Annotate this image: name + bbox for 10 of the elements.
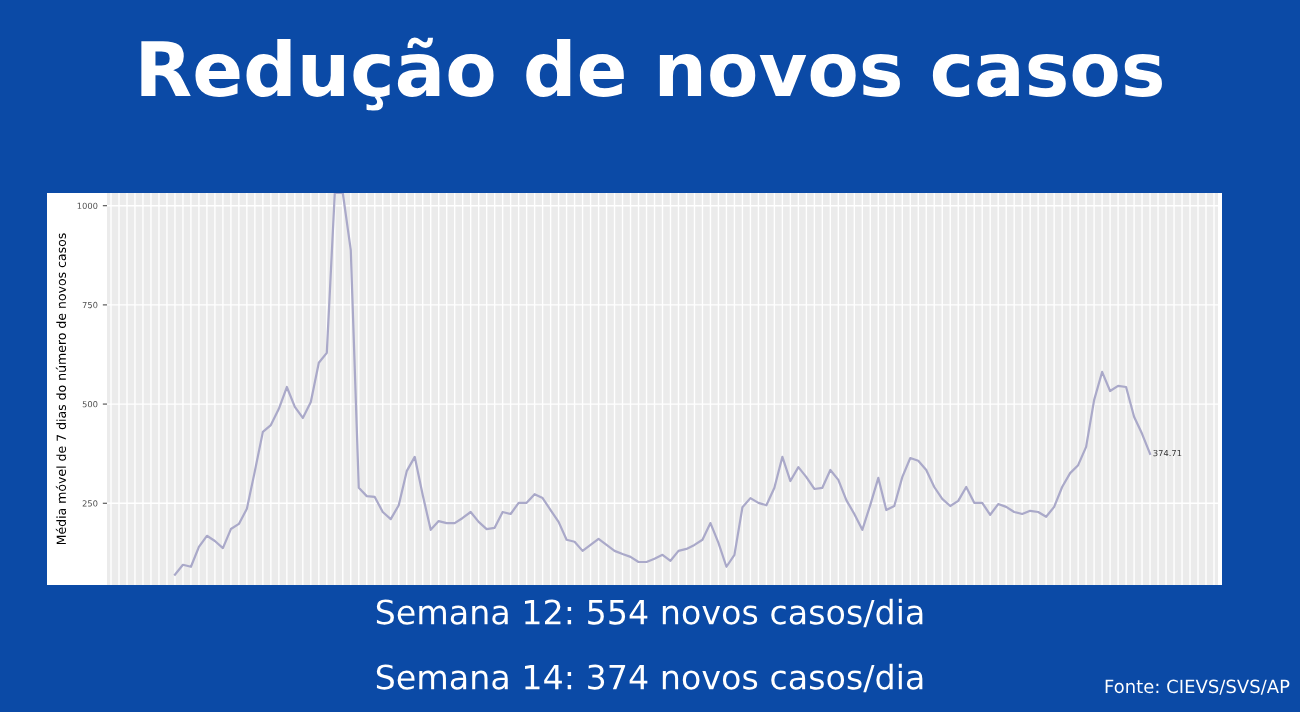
text: Semana 14: 374 novos casos/dia <box>376 663 923 693</box>
y-tick-label: 1000 <box>77 202 98 209</box>
source-note: Fonte: CIEVS/SVS/AP <box>1105 679 1290 695</box>
y-tick-label: 250 <box>82 500 98 507</box>
data-label: 374.71 <box>1153 449 1182 457</box>
chart-title: Redução de novos casos <box>141 37 1162 111</box>
y-axis-title: Média móvel de 7 dias do número de novos casos <box>55 233 67 545</box>
y-tick-label: 750 <box>82 301 98 309</box>
text: Semana 12: 554 novos casos/dia <box>376 598 923 628</box>
y-tick-label: 500 <box>82 401 98 408</box>
